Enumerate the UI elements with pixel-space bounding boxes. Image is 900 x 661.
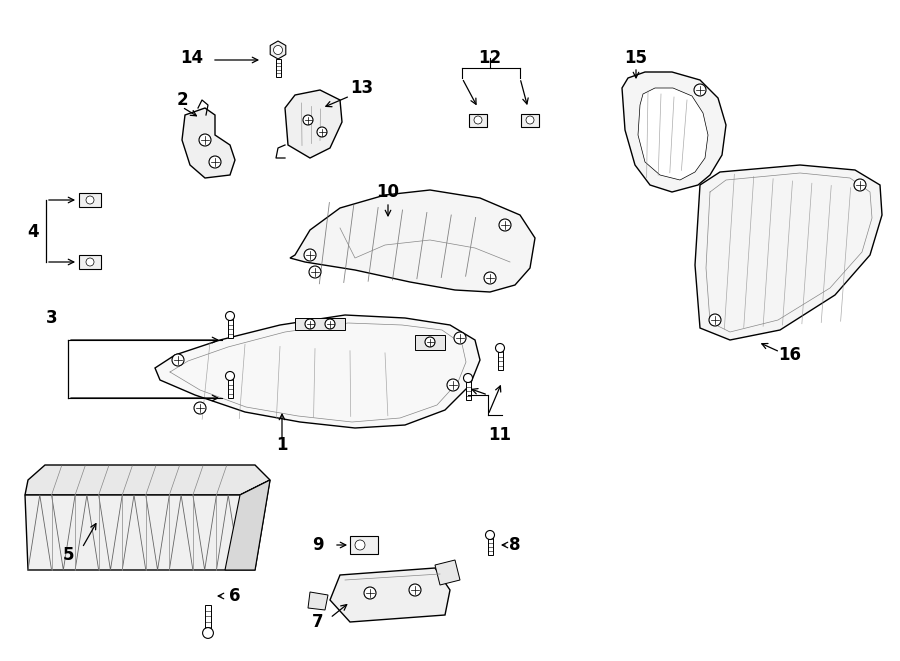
Circle shape: [199, 134, 211, 146]
Bar: [275, 59, 281, 77]
Circle shape: [447, 379, 459, 391]
Circle shape: [305, 319, 315, 329]
Bar: [469, 114, 487, 126]
Polygon shape: [308, 592, 328, 610]
Circle shape: [694, 84, 706, 96]
Circle shape: [317, 127, 327, 137]
Polygon shape: [290, 190, 535, 292]
Text: 12: 12: [479, 49, 501, 67]
Text: 5: 5: [62, 546, 74, 564]
Circle shape: [709, 314, 721, 326]
Circle shape: [325, 319, 335, 329]
Text: 3: 3: [46, 309, 58, 327]
Text: 15: 15: [625, 49, 647, 67]
Bar: [79, 255, 101, 269]
Circle shape: [454, 332, 466, 344]
Bar: [79, 193, 101, 207]
Polygon shape: [285, 90, 342, 158]
Circle shape: [172, 354, 184, 366]
Polygon shape: [622, 72, 726, 192]
Circle shape: [464, 373, 472, 383]
Text: 11: 11: [489, 426, 511, 444]
Circle shape: [304, 249, 316, 261]
Text: 10: 10: [376, 183, 400, 201]
Bar: [350, 536, 378, 554]
Text: 8: 8: [509, 536, 521, 554]
Text: 4: 4: [27, 223, 39, 241]
Text: 13: 13: [350, 79, 374, 97]
Polygon shape: [330, 568, 450, 622]
Circle shape: [499, 219, 511, 231]
Bar: [228, 376, 232, 398]
Polygon shape: [182, 108, 235, 178]
Text: 9: 9: [312, 536, 324, 554]
Circle shape: [194, 402, 206, 414]
Text: 6: 6: [230, 587, 241, 605]
Text: 14: 14: [180, 49, 203, 67]
Bar: [488, 535, 492, 555]
Bar: [205, 605, 211, 633]
Circle shape: [226, 311, 235, 321]
Circle shape: [86, 196, 94, 204]
Circle shape: [303, 115, 313, 125]
Circle shape: [202, 627, 213, 639]
Circle shape: [364, 587, 376, 599]
Polygon shape: [155, 315, 480, 428]
Bar: [498, 348, 502, 370]
Circle shape: [425, 337, 435, 347]
Text: 16: 16: [778, 346, 802, 364]
Circle shape: [355, 540, 365, 550]
Polygon shape: [25, 480, 270, 570]
Bar: [465, 378, 471, 400]
Circle shape: [309, 266, 321, 278]
Circle shape: [485, 531, 494, 539]
Circle shape: [496, 344, 505, 352]
Polygon shape: [225, 480, 270, 570]
Circle shape: [274, 46, 283, 54]
Circle shape: [86, 258, 94, 266]
Polygon shape: [295, 318, 345, 330]
Polygon shape: [638, 88, 708, 180]
Text: 2: 2: [176, 91, 188, 109]
Polygon shape: [25, 465, 270, 495]
Circle shape: [484, 272, 496, 284]
Circle shape: [854, 179, 866, 191]
Circle shape: [409, 584, 421, 596]
Polygon shape: [695, 165, 882, 340]
Bar: [521, 114, 539, 126]
Circle shape: [226, 371, 235, 381]
Bar: [228, 316, 232, 338]
Polygon shape: [270, 41, 286, 59]
Polygon shape: [415, 335, 445, 350]
Text: 1: 1: [276, 436, 288, 454]
Circle shape: [474, 116, 482, 124]
Circle shape: [526, 116, 534, 124]
Text: 7: 7: [312, 613, 324, 631]
Circle shape: [209, 156, 221, 168]
Polygon shape: [435, 560, 460, 585]
